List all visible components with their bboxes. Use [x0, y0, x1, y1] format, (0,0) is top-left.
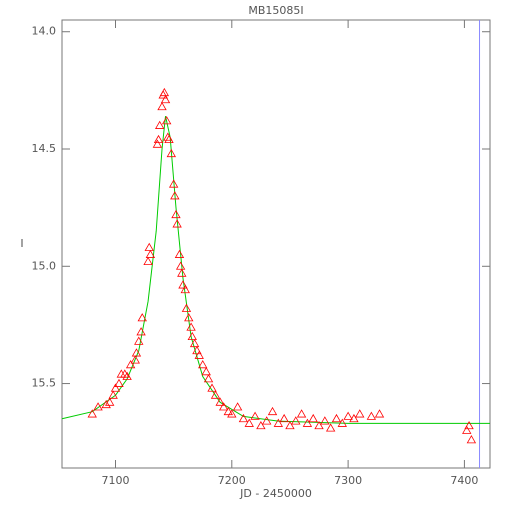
data-point: [159, 87, 170, 97]
data-point: [256, 420, 266, 430]
data-point: [177, 268, 187, 277]
data-point: [87, 409, 97, 418]
data-point: [244, 418, 254, 427]
data-point: [168, 179, 179, 188]
data-point: [302, 418, 313, 427]
data-point: [285, 420, 295, 430]
x-tick-label: 7300: [334, 474, 362, 487]
y-tick-label: 15.0: [32, 259, 57, 272]
data-point: [267, 406, 278, 416]
data-point: [314, 420, 324, 430]
data-point: [104, 397, 115, 406]
data-point: [232, 402, 243, 411]
data-point: [296, 409, 307, 418]
data-point: [145, 249, 156, 258]
data-point: [189, 338, 200, 348]
data-point: [227, 409, 237, 418]
data-point: [160, 94, 171, 104]
data-point: [101, 399, 111, 409]
data-point: [125, 359, 136, 369]
data-point: [164, 134, 174, 144]
data-point: [273, 418, 284, 427]
data-point: [201, 367, 211, 376]
data-point: [170, 191, 180, 200]
data-point: [207, 383, 217, 392]
data-point: [210, 390, 221, 399]
data-point: [308, 413, 318, 423]
data-point: [110, 383, 121, 392]
data-point: [223, 406, 234, 416]
data-point: [144, 242, 154, 251]
data-point: [331, 413, 342, 423]
data-point: [178, 280, 188, 289]
y-axis-label: I: [20, 237, 23, 250]
data-point: [464, 420, 474, 430]
data-point: [131, 348, 142, 357]
data-point: [218, 402, 229, 411]
x-axis-label: JD - 2450000: [239, 487, 312, 500]
data-point: [320, 416, 330, 425]
data-point: [194, 350, 204, 359]
data-point: [130, 355, 140, 364]
data-point: [136, 327, 146, 336]
data-point: [192, 345, 202, 355]
data-point: [122, 371, 132, 380]
data-point: [172, 219, 182, 228]
data-point: [366, 411, 377, 420]
data-point: [171, 209, 181, 219]
x-tick-label: 7100: [102, 474, 130, 487]
data-point: [198, 359, 208, 369]
plot-frame: [61, 19, 491, 469]
data-point: [174, 249, 185, 258]
data-point: [337, 418, 347, 427]
x-tick-label: 7400: [450, 474, 478, 487]
data-point: [157, 101, 167, 111]
data-point: [166, 148, 177, 158]
data-point: [93, 402, 103, 411]
data-point: [161, 116, 172, 125]
data-point: [462, 425, 472, 434]
y-tick-label: 15.5: [32, 377, 57, 390]
data-point: [250, 411, 260, 420]
data-point: [215, 397, 225, 406]
x-tick-label: 7200: [218, 474, 246, 487]
data-point: [466, 435, 477, 444]
data-point: [181, 303, 192, 312]
data-point: [180, 284, 190, 294]
data-point: [238, 413, 249, 423]
data-point: [152, 139, 163, 148]
chart-title: MB15085I: [248, 4, 303, 17]
data-point: [262, 416, 272, 425]
data-point: [355, 409, 365, 418]
data-point: [203, 374, 214, 383]
data-point: [114, 378, 124, 387]
data-point: [184, 313, 194, 322]
data-point: [349, 413, 359, 423]
data-point: [175, 261, 186, 270]
data-point: [279, 413, 289, 423]
y-tick-label: 14.5: [32, 142, 57, 155]
data-point: [291, 416, 301, 425]
data-point: [155, 120, 165, 129]
data-point: [187, 331, 197, 341]
data-point: [108, 390, 118, 399]
data-point: [186, 322, 196, 331]
data-point: [343, 411, 353, 420]
data-point: [134, 336, 144, 345]
data-point: [143, 256, 153, 265]
y-tick-label: 14.0: [32, 25, 57, 38]
data-point: [153, 134, 164, 144]
data-point: [137, 313, 147, 322]
data-point: [325, 423, 336, 432]
data-point: [374, 409, 385, 418]
